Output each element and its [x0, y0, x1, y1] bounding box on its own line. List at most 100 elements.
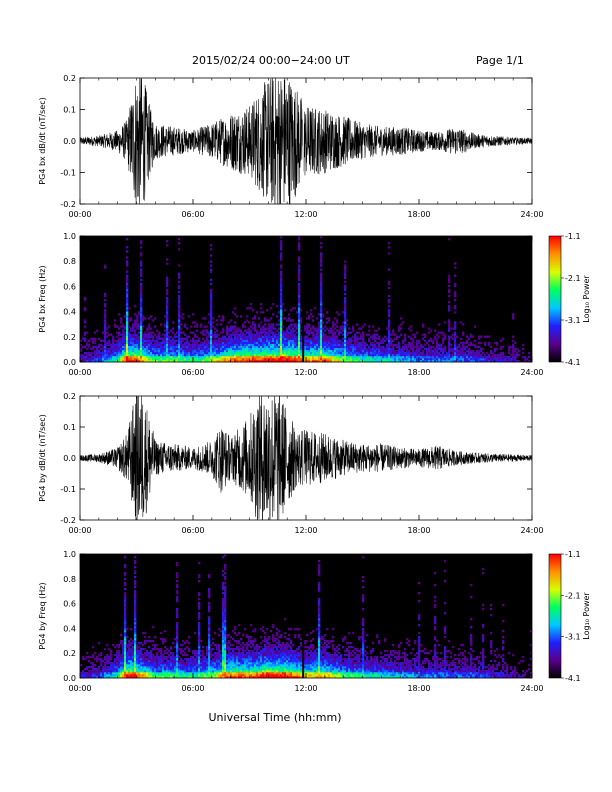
spectrogram-cell: [192, 321, 195, 324]
spectrogram-cell: [296, 355, 299, 359]
spectrogram-cell: [126, 282, 129, 286]
spectrogram-cell: [176, 600, 179, 603]
spectrogram-cell: [144, 343, 147, 347]
spectrogram-cell: [104, 674, 107, 677]
spectrogram-cell: [362, 341, 365, 345]
spectrogram-cell: [470, 343, 473, 347]
spectrogram-cell: [136, 670, 139, 673]
spectrogram-cell: [166, 351, 169, 355]
spectrogram-cell: [178, 349, 181, 353]
spectrogram-cell: [326, 347, 329, 351]
spectrogram-cell: [298, 347, 301, 351]
spectrogram-cell: [194, 666, 197, 669]
spectrogram-cell: [422, 349, 425, 353]
spectrogram-cell: [318, 323, 321, 326]
spectrogram-cell: [158, 355, 161, 359]
spectrogram-cell: [344, 268, 347, 271]
spectrogram-cell: [428, 331, 431, 334]
spectrogram-cell: [344, 313, 347, 316]
spectrogram-cell: [108, 660, 111, 663]
spectrogram-cell: [354, 359, 357, 363]
spectrogram-cell: [500, 351, 503, 355]
spectrogram-cell: [280, 345, 283, 349]
spectrogram-cell: [344, 286, 347, 290]
spectrogram-cell: [166, 357, 169, 361]
spectrogram-cell: [238, 670, 241, 673]
spectrogram-cell: [210, 260, 213, 263]
spectrogram-cell: [272, 325, 275, 328]
spectrogram-cell: [356, 351, 359, 355]
spectrogram-cell: [450, 349, 453, 353]
spectrogram-cell: [158, 670, 161, 673]
spectrogram-cell: [140, 284, 143, 288]
spectrogram-cell: [416, 349, 419, 353]
spectrogram-cell: [108, 662, 111, 665]
spectrogram-cell: [364, 345, 367, 349]
spectrogram-cell: [286, 327, 289, 330]
spectrogram-cell: [266, 339, 269, 342]
spectrogram-cell: [210, 282, 213, 286]
spectrogram-cell: [484, 335, 487, 338]
spectrogram-cell: [344, 288, 347, 292]
spectrogram-cell: [110, 650, 113, 653]
spectrogram-cell: [222, 359, 225, 363]
spectrogram-cell: [96, 357, 99, 361]
spectrogram-cell: [180, 349, 183, 353]
spectrogram-cell: [80, 674, 83, 677]
spectrogram-cell: [218, 628, 221, 631]
spectrogram-cell: [232, 654, 235, 657]
spectrogram-cell: [182, 353, 185, 357]
spectrogram-cell: [218, 343, 221, 347]
spectrogram-cell: [326, 317, 329, 320]
spectrogram-cell: [416, 353, 419, 357]
spectrogram-cell: [162, 357, 165, 361]
spectrogram-cell: [258, 335, 261, 338]
spectrogram-cell: [208, 646, 211, 649]
spectrogram-cell: [110, 343, 113, 347]
spectrogram-cell: [120, 341, 123, 345]
spectrogram-cell: [312, 331, 315, 334]
spectrogram-cell: [196, 658, 199, 661]
spectrogram-cell: [186, 353, 189, 357]
spectrogram-cell: [300, 335, 303, 338]
spectrogram-cell: [402, 321, 405, 324]
spectrogram-cell: [344, 329, 347, 332]
spectrogram-cell: [212, 662, 215, 665]
spectrogram-cell: [228, 672, 231, 675]
spectrogram-cell: [400, 353, 403, 357]
spectrogram-cell: [468, 349, 471, 353]
spectrogram-cell: [184, 341, 187, 345]
y-tick-label: 0.2: [63, 74, 76, 83]
spectrogram-cell: [126, 674, 129, 677]
spectrogram-cell: [410, 341, 413, 345]
spectrogram-cell: [178, 284, 181, 288]
spectrogram-cell: [124, 572, 127, 575]
spectrogram-cell: [110, 654, 113, 657]
spectrogram-cell: [140, 654, 143, 657]
spectrogram-cell: [216, 656, 219, 659]
spectrogram-cell: [236, 660, 239, 663]
x-tick-label: 12:00: [294, 368, 317, 377]
spectrogram-cell: [222, 349, 225, 353]
spectrogram-cell: [164, 359, 167, 363]
spectrogram-cell: [222, 630, 225, 633]
spectrogram-cell: [222, 331, 225, 334]
spectrogram-cell: [232, 347, 235, 351]
spectrogram-cell: [246, 359, 249, 363]
spectrogram-cell: [360, 357, 363, 361]
spectrogram-cell: [130, 339, 133, 342]
spectrogram-cell: [90, 351, 93, 355]
spectrogram-cell: [410, 345, 413, 349]
spectrogram-cell: [448, 353, 451, 357]
spectrogram-cell: [238, 654, 241, 657]
spectrogram-cell: [408, 327, 411, 330]
spectrogram-cell: [224, 634, 227, 637]
spectrogram-cell: [144, 642, 147, 645]
spectrogram-cell: [118, 355, 121, 359]
spectrogram-cell: [404, 359, 407, 363]
spectrogram-cell: [164, 315, 167, 318]
spectrogram-cell: [320, 315, 323, 318]
spectrogram-cell: [296, 339, 299, 342]
spectrogram-cell: [226, 676, 229, 679]
spectrogram-cell: [332, 345, 335, 349]
